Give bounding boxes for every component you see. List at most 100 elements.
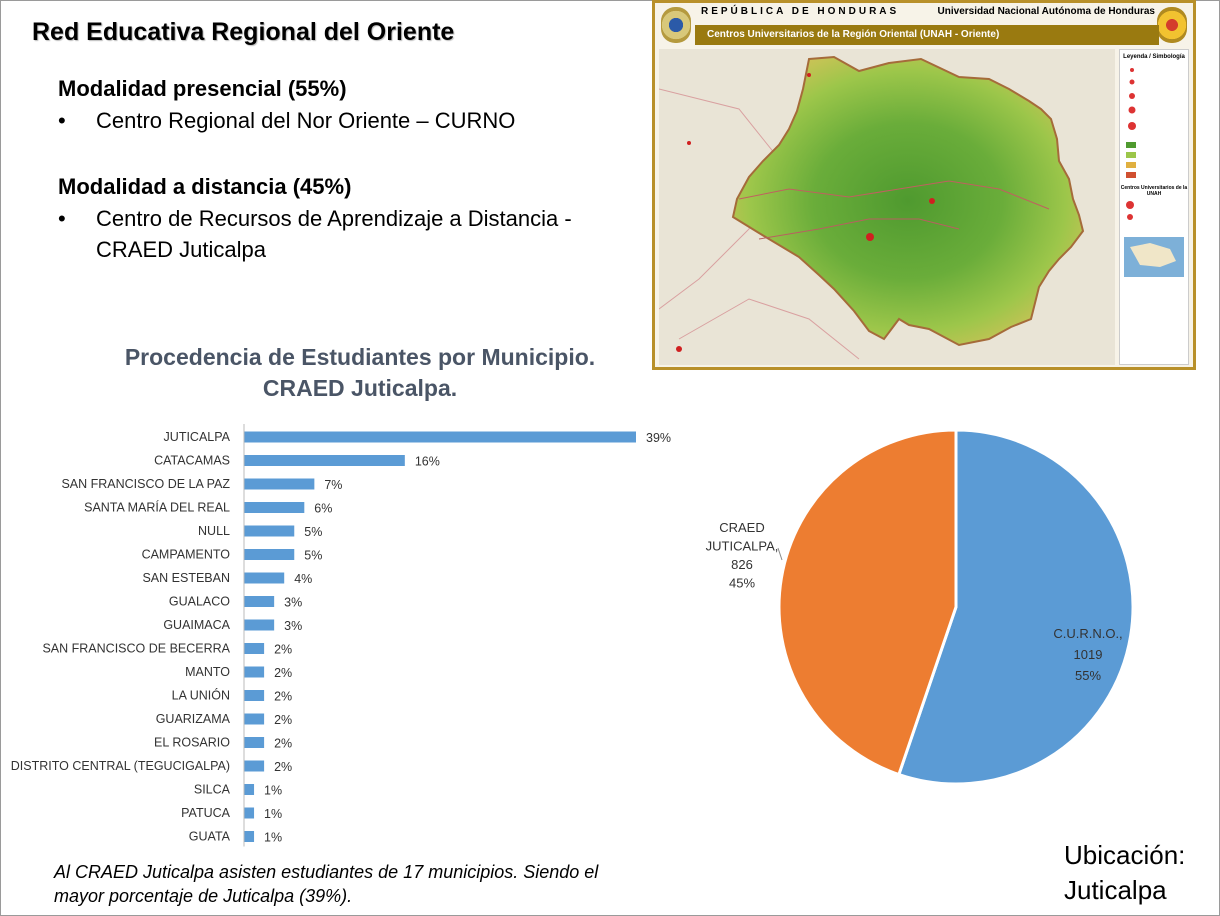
bullet-dot: • (58, 108, 66, 133)
category-label: JUTICALPA (164, 430, 231, 444)
location-heading: Ubicación: (1064, 840, 1186, 870)
chart-footnote: Al CRAED Juticalpa asisten estudiantes d… (54, 862, 599, 906)
legend-dot (1128, 106, 1136, 114)
presencial-item: Centro Regional del Nor Oriente – CURNO (96, 108, 516, 133)
region-map: REPÚBLICA DE HONDURAS Universidad Nacion… (652, 0, 1196, 370)
bar-value-label: 3% (284, 619, 302, 633)
legend-subtitle: Centros Universitarios de la UNAH (1120, 185, 1188, 197)
bullet-dot: • (58, 206, 66, 231)
bar (244, 572, 285, 584)
legend-dot (1126, 201, 1134, 209)
map-country: REPÚBLICA DE HONDURAS (701, 6, 900, 17)
bar-value-label: 2% (274, 713, 292, 727)
bar-value-label: 2% (274, 666, 292, 680)
category-label: SAN FRANCISCO DE BECERRA (42, 642, 230, 656)
bar (244, 831, 255, 842)
category-label: NULL (198, 524, 230, 538)
bar-value-label: 1% (264, 784, 282, 798)
category-label: CAMPAMENTO (142, 548, 231, 562)
legend-dot (1128, 122, 1136, 130)
location-label: Ubicación: Juticalpa (1064, 838, 1185, 908)
pie-slice-label: 45% (729, 576, 755, 591)
craed-location-marker (929, 198, 935, 204)
map-terrain (659, 55, 1085, 360)
unah-seal-icon (1157, 7, 1187, 43)
chart-title-line1: Procedencia de Estudiantes por Municipio… (124, 344, 596, 370)
bar (244, 737, 265, 748)
category-label: EL ROSARIO (154, 736, 230, 750)
distancia-bullet: • Centro de Recursos de Aprendizaje a Di… (58, 203, 626, 265)
municipio-bar-chart: JUTICALPA 39% CATACAMAS 16% SAN FRANCISCO DE… (11, 424, 671, 847)
bar-value-label: 1% (264, 831, 282, 845)
bar-value-label: 6% (314, 502, 332, 516)
bar-value-label: 16% (415, 455, 440, 469)
category-label: SAN FRANCISCO DE LA PAZ (61, 477, 230, 491)
bar-value-label: 5% (304, 525, 322, 539)
bar (244, 713, 265, 725)
map-legend: Leyenda / Simbología Centros Universitar… (1119, 49, 1189, 365)
presencial-bullet: • Centro Regional del Nor Oriente – CURN… (58, 105, 636, 136)
category-label: SILCA (194, 783, 231, 797)
slide-title: Red Educativa Regional del Oriente (32, 18, 455, 46)
bar (244, 690, 265, 701)
map-header: REPÚBLICA DE HONDURAS Universidad Nacion… (659, 6, 1189, 24)
legend-swatch (1126, 162, 1136, 168)
inset-land (1130, 243, 1176, 267)
legend-dot (1129, 93, 1135, 99)
pie-slice-label: 55% (1075, 668, 1101, 683)
bar-value-label: 2% (274, 690, 292, 704)
honduras-seal-icon (661, 7, 691, 43)
legend-inset (1124, 201, 1184, 277)
category-label: GUALACO (169, 595, 230, 609)
category-label: GUARIZAMA (156, 712, 231, 726)
presencial-heading: Modalidad presencial (55%) (58, 76, 347, 101)
category-label: CATACAMAS (154, 454, 230, 468)
map-university: Universidad Nacional Autónoma de Hondura… (937, 6, 1155, 17)
bar-value-label: 3% (284, 596, 302, 610)
bar (244, 431, 636, 443)
bar (244, 619, 275, 631)
chart-title: Procedencia de Estudiantes por Municipio… (100, 342, 620, 404)
category-label: SAN ESTEBAN (142, 571, 230, 585)
pie-slice-label: JUTICALPA, (706, 539, 779, 554)
legend-title: Leyenda / Simbología (1123, 54, 1185, 60)
bar-value-label: 7% (324, 478, 342, 492)
bar (244, 478, 315, 490)
pie-slice (777, 428, 958, 777)
bar-value-label: 4% (294, 572, 312, 586)
modalidad-pie-chart: C.U.R.N.O., 1019 55% CRAED JUTICALPA, 826 45% (706, 428, 1135, 786)
chart-title-line2: CRAED Juticalpa. (262, 375, 458, 401)
region-outline (731, 55, 1085, 347)
pie-slice-label: CRAED (719, 520, 765, 535)
distancia-heading: Modalidad a distancia (45%) (58, 174, 352, 199)
category-label: DISTRITO CENTRAL (TEGUCIGALPA) (11, 759, 230, 773)
bar (244, 502, 305, 513)
bar (244, 784, 255, 795)
bar (244, 666, 265, 678)
curno-location-marker (866, 233, 874, 241)
category-label: GUATA (189, 830, 231, 844)
legend-symbols (1126, 68, 1136, 178)
bar-value-label: 1% (264, 807, 282, 821)
category-label: SANTA MARÍA DEL REAL (84, 500, 230, 515)
pie-leader-line (777, 547, 783, 561)
legend-dot (1130, 68, 1134, 72)
bar-value-label: 2% (274, 737, 292, 751)
category-label: PATUCA (181, 806, 231, 820)
town-marker (807, 73, 811, 77)
legend-swatch (1126, 172, 1136, 178)
bar (244, 807, 255, 819)
town-marker (676, 346, 682, 352)
location-value: Juticalpa (1064, 875, 1167, 905)
category-label: GUAIMACA (163, 618, 230, 632)
map-banner: Centros Universitarios de la Región Orie… (695, 25, 1159, 45)
legend-dot (1127, 214, 1133, 220)
pie-slice-label: C.U.R.N.O., (1053, 626, 1122, 641)
distancia-item: Centro de Recursos de Aprendizaje a Dist… (96, 206, 572, 262)
bar-value-label: 2% (274, 760, 292, 774)
bar-value-label: 5% (304, 549, 322, 563)
legend-swatch (1126, 152, 1136, 158)
pie-slice-label: 1019 (1074, 647, 1103, 662)
bar (244, 643, 265, 654)
town-marker (687, 141, 691, 145)
